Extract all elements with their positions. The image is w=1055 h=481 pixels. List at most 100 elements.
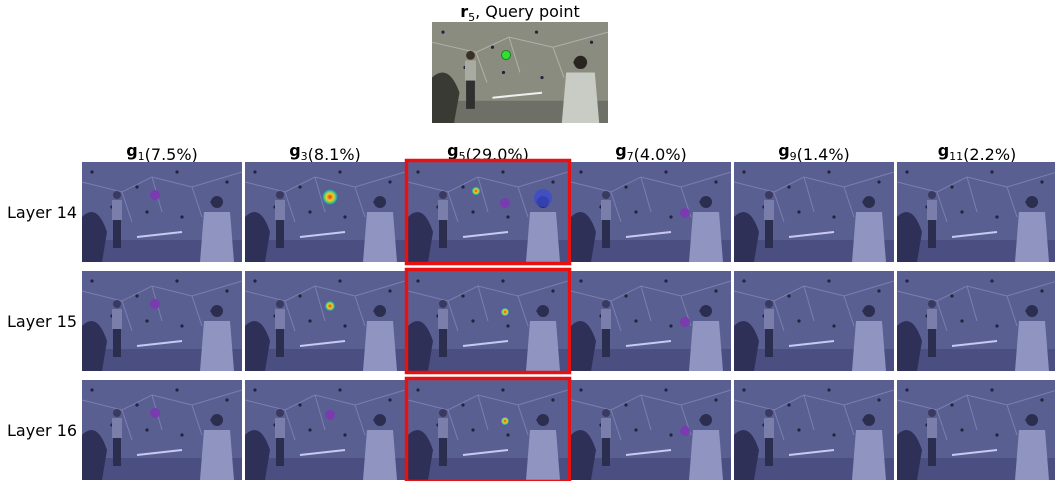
- thumbnail: [82, 162, 242, 262]
- wall-dot: [832, 433, 835, 436]
- person-head: [765, 191, 773, 199]
- wall-dot: [501, 279, 504, 282]
- query-title: r5, Query point: [460, 2, 580, 24]
- row-label: Layer 14: [7, 203, 77, 222]
- person-body: [275, 200, 285, 220]
- person-head: [1026, 414, 1038, 426]
- person-legs: [113, 220, 121, 248]
- wall-dot: [742, 279, 745, 282]
- person-body: [601, 418, 611, 438]
- wall-dot: [797, 210, 800, 213]
- thumbnail: [897, 271, 1055, 371]
- wall-dot: [787, 185, 790, 188]
- column-symbol: g: [289, 141, 300, 160]
- column-symbol: g: [126, 141, 137, 160]
- person-head: [928, 300, 936, 308]
- wall-dot: [714, 180, 717, 183]
- person-head: [863, 196, 875, 208]
- person-head: [374, 305, 386, 317]
- wall-dot: [506, 215, 509, 218]
- wall-dot: [461, 294, 464, 297]
- wall-dot: [832, 215, 835, 218]
- wall-dot: [175, 279, 178, 282]
- person-body: [112, 309, 122, 329]
- person-legs: [928, 329, 936, 357]
- wall-dot: [787, 403, 790, 406]
- wall-dot: [535, 30, 538, 33]
- person-body: [465, 60, 476, 80]
- wall-dot: [742, 170, 745, 173]
- wall-dot: [388, 289, 391, 292]
- wall-dot: [225, 398, 228, 401]
- person-head: [928, 191, 936, 199]
- wall-dot: [416, 170, 419, 173]
- thumbnail: [245, 271, 405, 371]
- column-subscript: 1: [138, 150, 145, 163]
- wall-dot: [624, 403, 627, 406]
- person-head: [211, 305, 223, 317]
- heat-spot: [324, 300, 336, 312]
- thumbnail: [897, 380, 1055, 480]
- person-head: [863, 305, 875, 317]
- person-head: [765, 409, 773, 417]
- person-head: [113, 300, 121, 308]
- ball: [150, 408, 160, 418]
- person-legs: [928, 438, 936, 466]
- wall-dot: [905, 279, 908, 282]
- person-head: [439, 300, 447, 308]
- person-body: [562, 73, 599, 124]
- wall-dot: [551, 289, 554, 292]
- wall-dot: [416, 279, 419, 282]
- wall-dot: [787, 294, 790, 297]
- wall-dot: [590, 41, 593, 44]
- wall-dot: [506, 433, 509, 436]
- person-head: [700, 196, 712, 208]
- person-legs: [113, 438, 121, 466]
- person-head: [276, 300, 284, 308]
- person-body: [438, 200, 448, 220]
- thumbnail: [245, 380, 405, 480]
- wall-dot: [225, 289, 228, 292]
- wall-dot: [180, 324, 183, 327]
- person-body: [363, 321, 397, 371]
- wall-dot: [877, 289, 880, 292]
- person-body: [200, 430, 234, 480]
- wall-dot: [990, 388, 993, 391]
- person-head: [439, 191, 447, 199]
- wall-dot: [343, 324, 346, 327]
- row-label: Layer 15: [7, 312, 77, 331]
- person-legs: [276, 220, 284, 248]
- wall-dot: [634, 319, 637, 322]
- query-point: [502, 51, 511, 60]
- wall-dot: [135, 185, 138, 188]
- ball: [150, 299, 160, 309]
- figure: r5, Query point g1(7.5%)g3(8.1%)g5(29.0%…: [0, 0, 1055, 481]
- column-share: (4.0%): [634, 145, 687, 164]
- wall-dot: [551, 398, 554, 401]
- column-header: g11(2.2%): [938, 141, 1017, 164]
- person-head: [700, 414, 712, 426]
- wall-dot: [225, 180, 228, 183]
- wall-dot: [145, 428, 148, 431]
- person-body: [852, 321, 886, 371]
- person-head: [765, 300, 773, 308]
- person-body: [200, 212, 234, 262]
- person-body: [363, 212, 397, 262]
- ball: [150, 190, 160, 200]
- column-symbol: g: [615, 141, 626, 160]
- wall-dot: [338, 170, 341, 173]
- column-header: g9(1.4%): [778, 141, 850, 164]
- heat-spot: [500, 416, 510, 426]
- person-body: [526, 321, 560, 371]
- person-legs: [439, 438, 447, 466]
- person-head: [374, 196, 386, 208]
- wall-dot: [579, 170, 582, 173]
- heat-spot: [321, 188, 339, 206]
- person-legs: [276, 438, 284, 466]
- wall-dot: [960, 210, 963, 213]
- wall-dot: [990, 170, 993, 173]
- person-head: [602, 409, 610, 417]
- wall-dot: [827, 388, 830, 391]
- column-subscript: 11: [949, 150, 963, 163]
- person-head: [113, 409, 121, 417]
